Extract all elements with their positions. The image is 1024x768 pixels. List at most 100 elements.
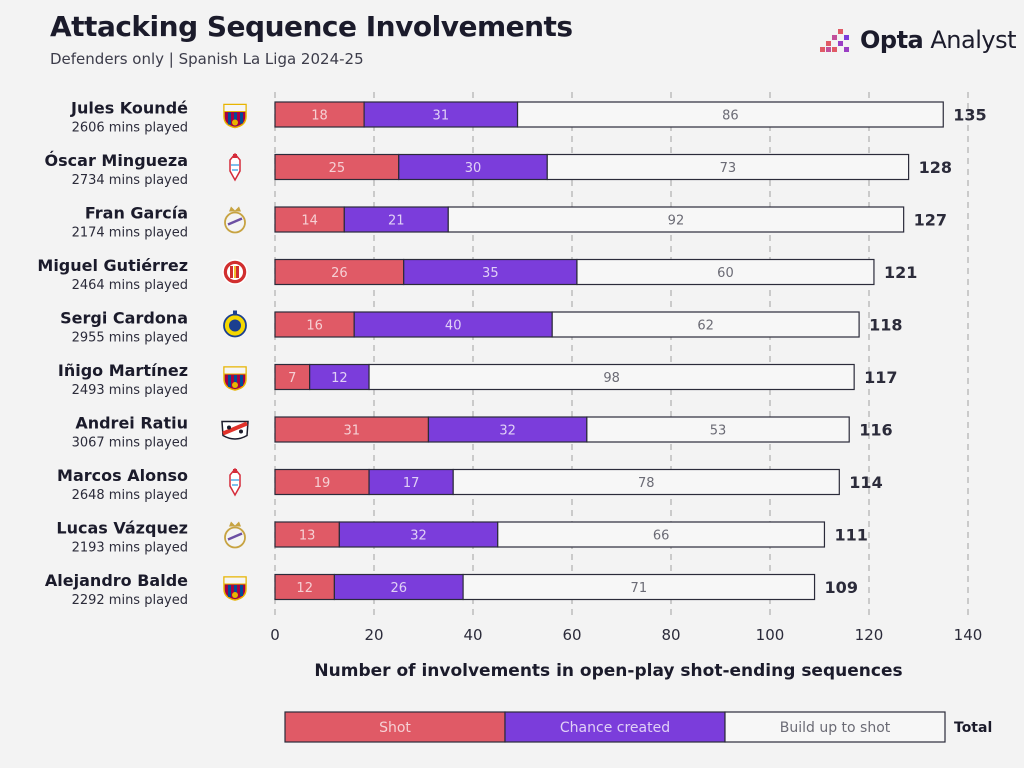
- x-tick-label: 140: [954, 626, 983, 644]
- segment-value-label: 13: [299, 529, 316, 544]
- player-minutes: 2955 mins played: [72, 331, 188, 346]
- player-name: Iñigo Martínez: [58, 361, 188, 380]
- real-madrid-crest-icon: [224, 521, 246, 549]
- logo-text-bold: Opta: [860, 26, 924, 54]
- segment-value-label: 26: [390, 581, 407, 596]
- bar-segment-chance-created: [368, 468, 454, 496]
- player-minutes: 2734 mins played: [72, 173, 188, 188]
- segment-value-label: 73: [720, 161, 737, 176]
- player-minutes: 2493 mins played: [72, 383, 188, 398]
- x-tick-label: 120: [855, 626, 884, 644]
- bar-segment-chance-created: [403, 258, 578, 286]
- bar-segment-shot: [274, 206, 345, 233]
- bar-segment-build-up: [516, 101, 944, 128]
- celta-crest-icon: [229, 152, 241, 182]
- bar-segment-build-up: [546, 153, 910, 181]
- segment-value-label: 66: [653, 529, 670, 544]
- player-name: Fran García: [85, 204, 188, 223]
- segment-value-label: 40: [445, 319, 462, 334]
- legend-label: Chance created: [560, 720, 670, 736]
- player-minutes: 2464 mins played: [72, 278, 188, 293]
- segment-value-label: 78: [638, 476, 655, 491]
- bar-segment-shot: [274, 521, 340, 548]
- x-tick-label: 80: [661, 626, 680, 644]
- bar-total-label: 117: [864, 368, 897, 387]
- bar-total-label: 121: [884, 263, 917, 282]
- bar-total-label: 114: [849, 473, 882, 492]
- bar-segment-chance-created: [343, 206, 449, 233]
- legend-swatch: [504, 711, 726, 743]
- segment-value-label: 92: [668, 214, 685, 229]
- player-minutes: 2174 mins played: [72, 226, 188, 241]
- segment-value-label: 18: [311, 109, 328, 124]
- bar-segment-shot: [274, 416, 430, 443]
- legend-label: Shot: [379, 720, 411, 736]
- bar-segment-chance-created: [353, 311, 553, 338]
- segment-value-label: 7: [288, 371, 296, 386]
- bar-segment-chance-created: [338, 521, 499, 548]
- player-name: Lucas Vázquez: [56, 519, 188, 538]
- segment-value-label: 31: [433, 109, 450, 124]
- bar-segment-shot: [274, 573, 336, 601]
- bar-segment-build-up: [447, 206, 905, 233]
- legend-total-label: Total: [954, 720, 992, 736]
- segment-value-label: 14: [301, 214, 318, 229]
- legend-swatch: [284, 711, 506, 743]
- rayo-crest-icon: [221, 420, 249, 440]
- bar-segment-build-up: [551, 311, 860, 338]
- segment-value-label: 53: [710, 424, 727, 439]
- x-tick-label: 20: [364, 626, 383, 644]
- legend-label: Build up to shot: [780, 720, 891, 736]
- player-name: Óscar Mingueza: [45, 151, 188, 170]
- girona-crest-icon: [222, 259, 248, 285]
- segment-value-label: 30: [465, 161, 482, 176]
- x-tick-label: 100: [756, 626, 785, 644]
- segment-value-label: 31: [343, 424, 360, 439]
- real-madrid-crest-icon: [224, 206, 246, 234]
- opta-logo-icon: [820, 29, 849, 52]
- chart-subtitle: Defenders only | Spanish La Liga 2024-25: [50, 50, 364, 68]
- segment-value-label: 12: [331, 371, 348, 386]
- logo-text-rest: Analyst: [923, 26, 1016, 54]
- player-minutes: 2606 mins played: [72, 121, 188, 136]
- bar-total-label: 111: [834, 526, 867, 545]
- barcelona-crest-icon: [223, 103, 247, 129]
- player-name: Andrei Ratiu: [75, 414, 188, 433]
- segment-value-label: 16: [306, 319, 323, 334]
- legend-swatch: [724, 711, 946, 743]
- barcelona-crest-icon: [223, 576, 247, 601]
- player-minutes: 2193 mins played: [72, 541, 188, 556]
- bar-segment-build-up: [462, 573, 816, 601]
- x-tick-label: 0: [270, 626, 280, 644]
- segment-value-label: 62: [697, 319, 714, 334]
- bar-total-label: 127: [914, 211, 947, 230]
- opta-analyst-logo: Opta Analyst: [820, 26, 1016, 54]
- segment-value-label: 12: [296, 581, 313, 596]
- chart-title: Attacking Sequence Involvements: [50, 10, 573, 43]
- x-tick-label: 60: [562, 626, 581, 644]
- x-tick-label: 40: [463, 626, 482, 644]
- segment-value-label: 71: [631, 581, 648, 596]
- segment-value-label: 60: [717, 266, 734, 281]
- player-name: Alejandro Balde: [45, 571, 188, 590]
- barcelona-crest-icon: [223, 366, 247, 391]
- bar-segment-chance-created: [309, 363, 370, 391]
- segment-value-label: 25: [329, 161, 346, 176]
- x-axis-label: Number of involvements in open-play shot…: [314, 661, 902, 681]
- bar-total-label: 128: [919, 158, 952, 177]
- player-minutes: 2292 mins played: [72, 593, 188, 608]
- bar-segment-build-up: [576, 258, 875, 286]
- player-minutes: 3067 mins played: [72, 436, 188, 451]
- bar-total-label: 118: [869, 316, 902, 335]
- celta-crest-icon: [229, 467, 241, 497]
- villarreal-crest-icon: [223, 310, 247, 338]
- segment-value-label: 26: [331, 266, 348, 281]
- bar-total-label: 135: [953, 106, 986, 125]
- bar-total-label: 109: [825, 578, 858, 597]
- player-name: Marcos Alonso: [57, 466, 188, 485]
- player-minutes: 2648 mins played: [72, 488, 188, 503]
- segment-value-label: 21: [388, 214, 405, 229]
- player-name: Sergi Cardona: [60, 309, 188, 328]
- segment-value-label: 19: [314, 476, 331, 491]
